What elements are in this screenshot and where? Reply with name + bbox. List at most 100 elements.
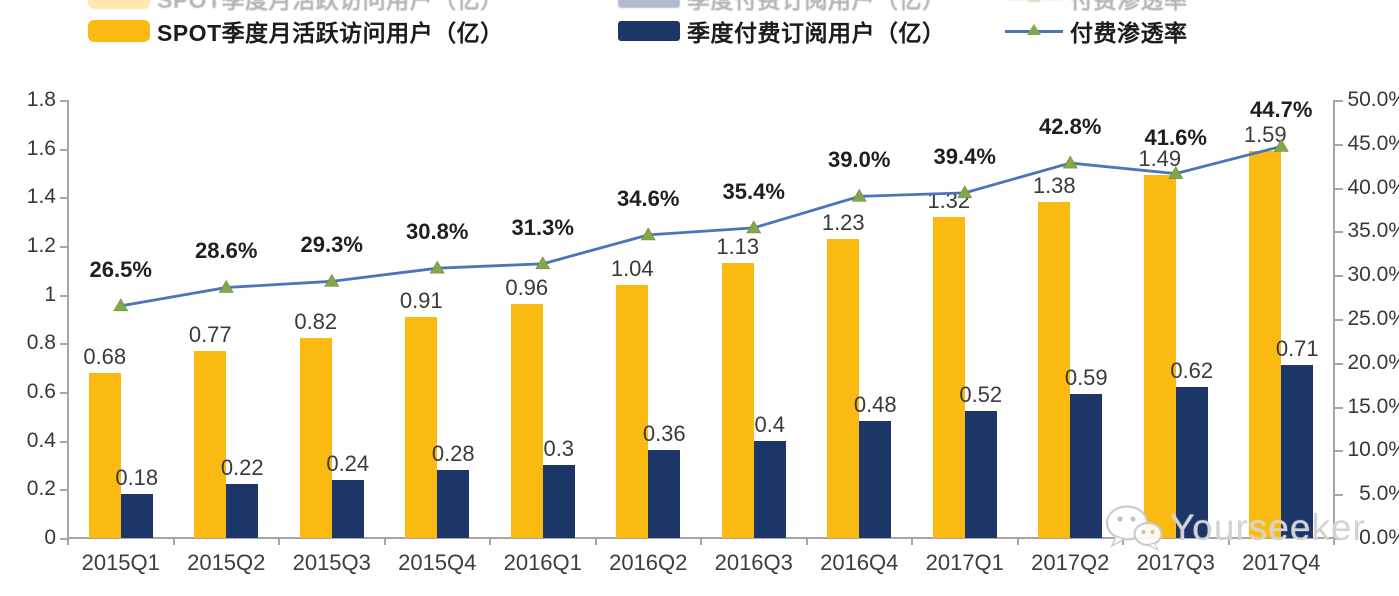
- x-axis-tick: [489, 538, 491, 545]
- mau-bar: [299, 338, 332, 538]
- mau-bar: [827, 238, 860, 538]
- x-axis-category-label: 2015Q1: [81, 550, 160, 575]
- mau-bar-label: 1.23: [821, 209, 865, 235]
- mau-bar: [510, 304, 543, 538]
- subs-bar: [648, 450, 681, 538]
- legend-ghost-artifact: SPOT季度月活跃访问用户（亿） 季度付费订阅用户（亿） 付费渗透率: [0, 0, 1399, 15]
- mau-bar-label: 0.68: [83, 343, 127, 369]
- y-axis-left-tick: [60, 489, 68, 492]
- x-axis-tick: [1333, 538, 1335, 545]
- subs-bar: [1281, 365, 1314, 538]
- mau-bar: [194, 350, 227, 538]
- watermark: Yourseeker: [1104, 503, 1366, 553]
- mau-bar-label: 1.32: [927, 187, 971, 213]
- mau-bar-label: 0.96: [505, 275, 549, 301]
- subs-bar-label: 0.24: [326, 450, 370, 476]
- left-axis-tick-label: 0.8: [26, 331, 56, 355]
- right-axis-tick-label: 5.0%: [1359, 482, 1399, 506]
- subs-bar: [437, 469, 470, 538]
- right-axis-tick-label: 15.0%: [1347, 394, 1399, 418]
- penetration-value-label: 39.4%: [933, 143, 996, 169]
- y-axis-right-tick: [1335, 494, 1343, 497]
- x-axis-tick: [594, 538, 597, 545]
- mau-bar: [616, 284, 649, 538]
- legend-label: 付费渗透率: [1070, 0, 1188, 13]
- left-axis-tick-label: 1.6: [26, 136, 56, 160]
- y-axis-left-tick: [60, 148, 68, 151]
- y-axis-right-tick: [1335, 362, 1343, 365]
- x-axis-tick: [1227, 538, 1230, 545]
- legend-item-penetration: 付费渗透率: [1005, 0, 1188, 13]
- right-axis-tick-label: 0.0%: [1359, 526, 1399, 549]
- y-axis-right-tick: [1335, 275, 1343, 278]
- penetration-value-label: 39.0%: [828, 147, 891, 173]
- x-axis-tick: [1122, 538, 1124, 545]
- penetration-marker: [640, 227, 656, 241]
- y-axis-left-tick: [60, 392, 68, 394]
- mau-bar-label: 0.91: [399, 287, 443, 313]
- wechat-icon: [1105, 505, 1163, 552]
- y-axis-right-tick: [1335, 319, 1343, 321]
- y-axis-left: [67, 100, 69, 538]
- subs-bar-label: 0.22: [220, 455, 264, 481]
- left-axis-tick-label: 0.4: [26, 428, 56, 452]
- mau-bar-label: 1.38: [1032, 173, 1076, 199]
- mau-bar-label: 1.59: [1243, 122, 1287, 148]
- x-axis-category-label: 2017Q4: [1242, 550, 1321, 575]
- mau-bar: [88, 372, 121, 538]
- mau-bar-label: 0.77: [188, 321, 232, 347]
- x-axis-category-label: 2017Q3: [1136, 550, 1215, 575]
- x-axis-tick: [911, 538, 913, 545]
- x-axis-tick: [67, 538, 69, 545]
- legend-label: 季度付费订阅用户（亿）: [687, 0, 946, 13]
- left-axis-tick-label: 1.8: [26, 88, 56, 111]
- x-axis-category-label: 2015Q4: [398, 550, 477, 575]
- x-axis-category-label: 2015Q2: [187, 550, 266, 575]
- right-axis-tick-label: 30.0%: [1347, 263, 1399, 287]
- penetration-value-label: 28.6%: [195, 238, 258, 264]
- penetration-value-label: 35.4%: [722, 178, 785, 204]
- subs-bar-label: 0.71: [1275, 336, 1319, 362]
- x-axis-category-label: 2015Q3: [292, 550, 371, 575]
- subs-bar: [120, 494, 153, 538]
- y-axis-left-tick: [60, 294, 68, 297]
- penetration-marker: [1062, 155, 1078, 169]
- mau-swatch-icon: [88, 0, 150, 9]
- subs-swatch-icon: [618, 21, 680, 41]
- subs-bar-label: 0.4: [754, 411, 786, 437]
- y-axis-left-tick: [60, 440, 68, 443]
- x-axis-category-label: 2016Q1: [503, 550, 582, 575]
- legend-item-penetration: 付费渗透率: [1005, 16, 1188, 46]
- subs-bar: [542, 465, 575, 538]
- right-axis-tick-label: 40.0%: [1347, 175, 1399, 199]
- right-axis-tick-label: 50.0%: [1347, 88, 1399, 111]
- legend-label: SPOT季度月活跃访问用户（亿）: [157, 0, 504, 13]
- y-axis-right-tick: [1335, 406, 1343, 409]
- subs-bar: [1175, 387, 1208, 538]
- subs-bar: [964, 411, 997, 538]
- mau-bar-label: 1.04: [610, 255, 654, 281]
- x-axis-category-label: 2017Q1: [925, 550, 1004, 575]
- y-axis-left-tick: [60, 343, 68, 346]
- right-axis-tick-label: 45.0%: [1347, 131, 1399, 155]
- penetration-marker: [324, 273, 340, 287]
- x-axis-tick: [383, 538, 386, 545]
- x-axis-tick: [278, 538, 280, 545]
- penetration-marker: [218, 279, 234, 293]
- penetration-value-label: 29.3%: [300, 232, 363, 258]
- penetration-value-label: 41.6%: [1144, 124, 1207, 150]
- subs-swatch-icon: [618, 0, 680, 8]
- x-axis-tick: [1016, 538, 1019, 545]
- y-axis-right-tick: [1335, 143, 1343, 146]
- subs-bar-label: 0.28: [431, 440, 475, 466]
- left-axis-tick-label: 0.2: [26, 477, 56, 501]
- y-axis-right: [1333, 100, 1335, 538]
- subs-bar-label: 0.62: [1170, 358, 1214, 384]
- y-axis-left-tick: [60, 538, 68, 540]
- legend-label-subs: 季度付费订阅用户（亿）: [687, 20, 946, 46]
- penetration-value-label: 42.8%: [1039, 114, 1102, 140]
- right-axis-tick-label: 10.0%: [1347, 438, 1399, 462]
- subs-bar: [753, 440, 786, 538]
- y-axis-left-tick: [60, 100, 68, 102]
